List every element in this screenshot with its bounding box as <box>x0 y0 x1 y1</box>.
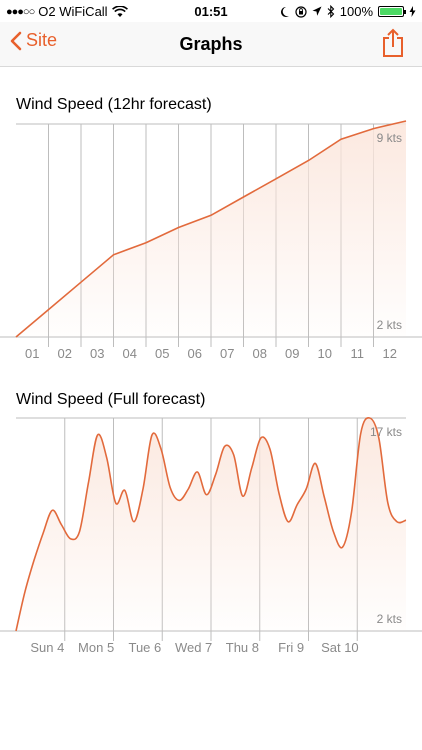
x-tick-label: Sat 10 <box>321 640 359 655</box>
navigation-bar: Site Graphs <box>0 22 422 67</box>
x-tick-label: Tue 6 <box>128 640 161 655</box>
x-tick-label: Wed 7 <box>175 640 212 655</box>
series-line <box>15 120 407 338</box>
chevron-left-icon <box>10 31 22 50</box>
y-min-label: 2 kts <box>377 318 402 332</box>
x-tick-label: 02 <box>58 346 72 361</box>
status-left: ●●●○○ O2 WiFiCall <box>6 4 128 19</box>
battery-icon <box>378 6 406 17</box>
wind-speed-full-chart: Sun 4 Mon 5 Tue 6 Wed 7 Thu 8 Fri 9 Sat 10 17 k… <box>0 417 422 655</box>
bluetooth-icon <box>327 5 335 18</box>
series-line <box>15 417 407 632</box>
signal-strength: ●●●○○ <box>6 5 35 18</box>
chart-title-12hr: Wind Speed (12hr forecast) <box>16 96 212 113</box>
share-icon <box>383 28 403 57</box>
x-tick-label: 01 <box>25 346 39 361</box>
back-button-label: Site <box>26 30 58 50</box>
status-right: 100% <box>279 4 416 19</box>
x-tick-label: Thu 8 <box>226 640 259 655</box>
status-time: 01:51 <box>194 4 228 19</box>
y-max-label: 17 kts <box>370 425 402 439</box>
y-min-label: 2 kts <box>377 612 402 626</box>
back-button[interactable]: Site <box>10 30 57 51</box>
x-tick-label: 10 <box>318 346 332 361</box>
x-tick-label: 11 <box>351 346 365 361</box>
x-tick-label: 07 <box>220 346 234 361</box>
rotation-lock-icon <box>295 5 307 18</box>
x-tick-label: 12 <box>383 346 397 361</box>
wind-speed-12hr-chart: 01 02 03 04 05 06 07 08 09 10 11 12 9 kts 2 kts <box>0 120 422 361</box>
series-area <box>16 417 406 631</box>
battery-level <box>380 8 402 15</box>
share-button[interactable] <box>382 28 404 63</box>
x-tick-label: Fri 9 <box>278 640 304 655</box>
x-tick-label: 08 <box>253 346 267 361</box>
chart-title-full: Wind Speed (Full forecast) <box>16 391 206 408</box>
y-max-label: 9 kts <box>377 131 402 145</box>
series-area <box>16 121 406 337</box>
wifi-icon <box>111 5 128 17</box>
moon-icon <box>280 6 289 17</box>
x-tick-label: 05 <box>155 346 169 361</box>
page-title: Graphs <box>179 34 243 54</box>
x-tick-label: Sun 4 <box>30 640 64 655</box>
x-tick-label: Mon 5 <box>78 640 114 655</box>
x-tick-label: 09 <box>285 346 299 361</box>
status-bar: ●●●○○ O2 WiFiCall 01:51 100% <box>0 0 422 22</box>
carrier-name: O2 WiFiCall <box>38 4 108 19</box>
location-arrow-icon <box>312 6 322 16</box>
charging-bolt-icon <box>409 6 416 17</box>
x-tick-label: 06 <box>188 346 202 361</box>
battery-percent: 100% <box>339 4 373 19</box>
x-tick-label: 04 <box>123 346 137 361</box>
x-tick-label: 03 <box>90 346 104 361</box>
